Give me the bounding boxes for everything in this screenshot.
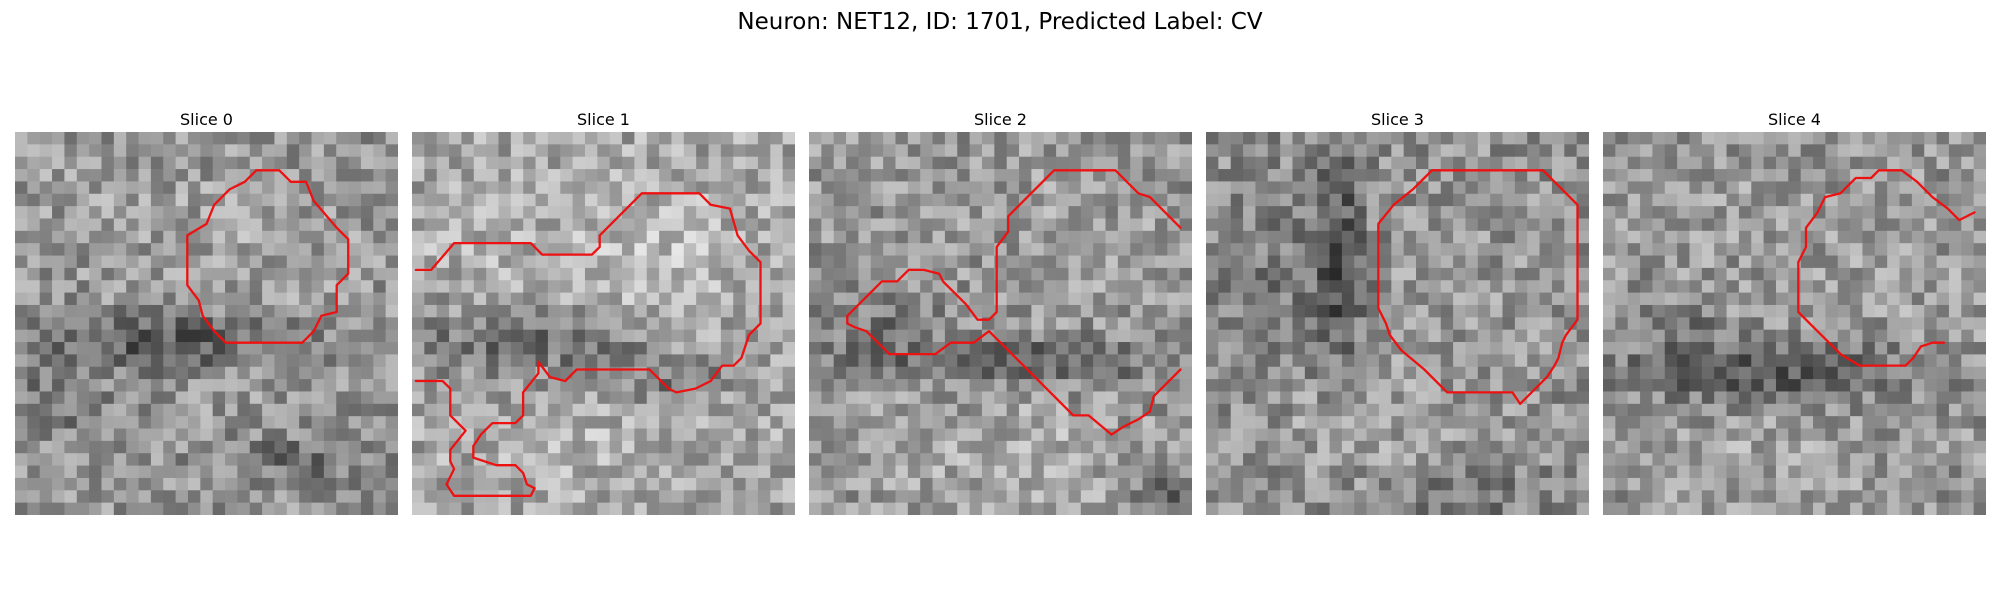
slice-title-0: Slice 0 <box>180 110 233 129</box>
slice-title-3: Slice 3 <box>1371 110 1424 129</box>
roi-contour-0 <box>186 169 350 344</box>
slice-image-3 <box>1206 132 1589 515</box>
slice-image-1 <box>412 132 795 515</box>
roi-contour-2 <box>846 169 1182 436</box>
slice-panel-2: Slice 2 <box>809 109 1192 515</box>
slice-title-4: Slice 4 <box>1768 110 1821 129</box>
slice-panel-4: Slice 4 <box>1603 109 1986 515</box>
roi-contour-4-0 <box>1877 169 1976 222</box>
slice-panel-3: Slice 3 <box>1206 109 1589 515</box>
slice-image-0 <box>15 132 398 515</box>
slice-image-4 <box>1603 132 1986 515</box>
slice-image-2 <box>809 132 1192 515</box>
roi-contour-4-1 <box>1797 169 1946 367</box>
slice-title-1: Slice 1 <box>577 110 630 129</box>
figure-title: Neuron: NET12, ID: 1701, Predicted Label… <box>737 9 1263 35</box>
slice-title-2: Slice 2 <box>974 110 1027 129</box>
roi-contour-3 <box>1377 169 1579 406</box>
slice-panel-0: Slice 0 <box>15 109 398 515</box>
slice-panel-1: Slice 1 <box>412 109 795 515</box>
roi-contour-1 <box>414 192 762 497</box>
